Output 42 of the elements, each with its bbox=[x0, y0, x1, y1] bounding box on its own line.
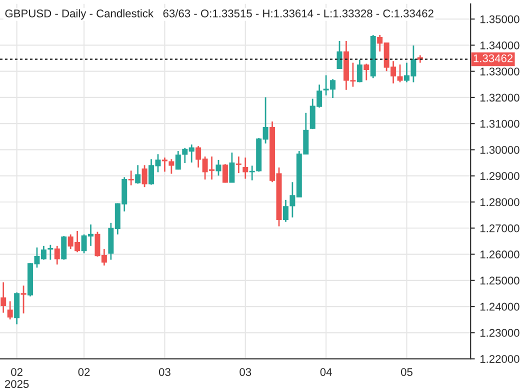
x-tick-label: 02 bbox=[78, 368, 90, 376]
chart-title: GBPUSD - Daily - Candlestick 63/63 - O:1.33515 - H:1.33614 - L:1.33328 - C:1.33462 bbox=[5, 9, 434, 20]
y-tick-label: 1.28000 bbox=[480, 198, 520, 206]
y-tick-label: 1.27000 bbox=[480, 224, 520, 232]
y-tick-label: 1.22000 bbox=[480, 355, 520, 363]
candlestick bbox=[242, 156, 248, 180]
candlestick bbox=[14, 292, 20, 325]
y-tick-label: 1.32000 bbox=[480, 94, 520, 102]
candlestick bbox=[236, 156, 242, 174]
y-tick-label: 1.29000 bbox=[480, 172, 520, 180]
candlestick bbox=[142, 164, 148, 188]
y-tick-label: 1.26000 bbox=[480, 250, 520, 258]
x-tick-label: 05 bbox=[400, 368, 412, 376]
candlestick bbox=[216, 159, 222, 176]
x-tick-label: 04 bbox=[320, 368, 332, 376]
candlestick bbox=[7, 300, 13, 320]
x-tick-label: 03 bbox=[240, 368, 252, 376]
candlestick bbox=[20, 284, 26, 314]
y-tick-label: 1.30000 bbox=[480, 146, 520, 154]
x-tick-label: 02 2025 bbox=[5, 368, 29, 388]
candlestick bbox=[54, 245, 60, 266]
candlestick bbox=[229, 152, 235, 183]
y-tick-label: 1.25000 bbox=[480, 276, 520, 285]
y-tick-label: 1.33000 bbox=[480, 68, 520, 76]
candlestick bbox=[356, 58, 362, 83]
y-tick-label: 1.35000 bbox=[480, 15, 520, 24]
candlestick bbox=[128, 170, 134, 186]
candlestick bbox=[0, 282, 6, 314]
y-tick-label: 1.23000 bbox=[480, 328, 520, 337]
candlestick bbox=[61, 235, 67, 260]
candlestick bbox=[48, 244, 54, 260]
y-tick-label: 1.34000 bbox=[480, 41, 520, 50]
candlestick bbox=[222, 163, 228, 184]
y-tick-label: 1.31000 bbox=[480, 120, 520, 128]
x-tick-label: 03 bbox=[158, 368, 170, 376]
candlestick bbox=[135, 164, 141, 184]
candlestick bbox=[175, 150, 181, 170]
candlestick bbox=[282, 199, 288, 223]
y-tick-label: 1.24000 bbox=[480, 302, 520, 311]
candlestick bbox=[397, 64, 403, 83]
candlestick bbox=[364, 63, 370, 81]
ref-line-label: 1.33462 bbox=[474, 54, 513, 62]
